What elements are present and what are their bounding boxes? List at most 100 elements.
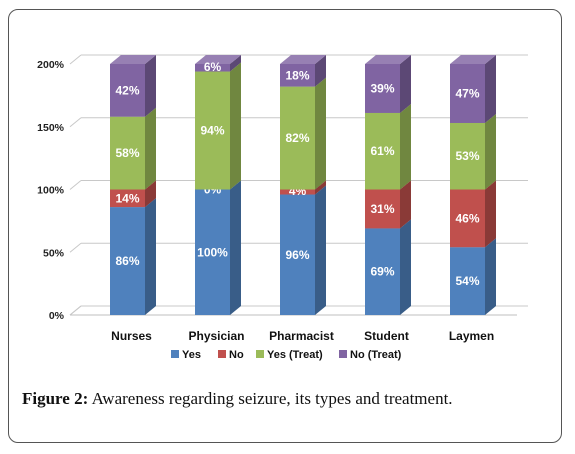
caption-text: Awareness regarding seizure, its types a… bbox=[88, 389, 453, 408]
x-tick-label: Student bbox=[364, 329, 409, 343]
gridline-side bbox=[69, 117, 82, 128]
legend-label: Yes (Treat) bbox=[267, 349, 323, 361]
bar-stack-student: 69% 31% 61% 39% bbox=[365, 55, 411, 315]
bar-segment-side bbox=[315, 185, 326, 315]
figure-caption: Figure 2: Awareness regarding seizure, i… bbox=[22, 389, 552, 409]
y-tick-label: 100% bbox=[37, 185, 65, 197]
gridline-side bbox=[69, 180, 82, 190]
x-tick-label: Physician bbox=[188, 329, 244, 343]
bar-segment-side bbox=[400, 103, 411, 190]
data-label: 58% bbox=[115, 146, 139, 160]
bar-segment bbox=[280, 64, 315, 87]
gridline-side bbox=[69, 54, 82, 65]
bars: 86%14%58%42%100%0%94%6%96%4%82%18%69%31%… bbox=[110, 55, 496, 315]
y-tick-label: 50% bbox=[43, 247, 65, 259]
data-label: 46% bbox=[455, 211, 479, 225]
bar-segment bbox=[280, 194, 315, 315]
y-tick-label: 200% bbox=[37, 59, 65, 71]
bar-segment-side bbox=[145, 107, 156, 190]
bar-segment bbox=[450, 122, 485, 190]
bar-segment bbox=[280, 86, 315, 190]
y-axis-ticks: 0% 50% 100% 150% 200% bbox=[37, 59, 65, 322]
bar-segment-side bbox=[145, 180, 156, 208]
bar-segment-side bbox=[485, 238, 496, 315]
bar-segment-side bbox=[230, 180, 241, 315]
bar-segment-side bbox=[400, 219, 411, 315]
legend: Yes No Yes (Treat) No (Treat) bbox=[171, 349, 402, 361]
data-label: 42% bbox=[115, 83, 139, 97]
bar-segment-top bbox=[195, 55, 241, 64]
data-label: 47% bbox=[455, 86, 479, 100]
bar-segment-side bbox=[485, 55, 496, 123]
data-label: 18% bbox=[285, 68, 309, 82]
data-label: 94% bbox=[200, 124, 224, 138]
bar-segment-top bbox=[450, 55, 496, 64]
legend-item: No (Treat) bbox=[339, 349, 402, 361]
bar-segment-side bbox=[145, 55, 156, 117]
bar-segment bbox=[280, 189, 315, 195]
data-label: 82% bbox=[285, 131, 309, 145]
bar-stack-laymen: 54% 46% 53% 47% bbox=[450, 55, 496, 315]
bar-stack-physician: 100%0%94%6% bbox=[195, 55, 241, 315]
bar-segment-side bbox=[315, 55, 326, 87]
bar-segment-top bbox=[365, 55, 411, 64]
data-label: 69% bbox=[370, 265, 394, 279]
legend-swatch bbox=[218, 350, 226, 358]
gridline-side bbox=[69, 305, 82, 316]
bar-stack-nurses: 86% 14% 58% 42% bbox=[110, 55, 156, 315]
bar-segment-side bbox=[315, 77, 326, 190]
y-tick-label: 0% bbox=[49, 310, 65, 322]
data-label: 31% bbox=[370, 202, 394, 216]
bar-segment-side bbox=[230, 55, 241, 72]
bar-segment-side bbox=[230, 62, 241, 190]
legend-item: Yes (Treat) bbox=[256, 349, 323, 361]
bar-segment bbox=[365, 112, 400, 190]
bar-segment bbox=[110, 189, 145, 208]
legend-item: No bbox=[218, 349, 244, 361]
bar-segment bbox=[450, 189, 485, 248]
legend-swatch bbox=[171, 350, 179, 358]
data-label: 100% bbox=[197, 245, 228, 259]
data-label: 14% bbox=[115, 191, 139, 205]
y-tick-label: 150% bbox=[37, 122, 65, 134]
data-label: 39% bbox=[370, 81, 394, 95]
legend-swatch bbox=[339, 350, 347, 358]
x-tick-label: Pharmacist bbox=[269, 329, 334, 343]
bar-segment bbox=[195, 64, 230, 72]
bar-segment-side bbox=[400, 180, 411, 229]
x-axis-labels: Nurses Physician Pharmacist Student Laymen bbox=[111, 329, 494, 343]
bar-segment bbox=[365, 64, 400, 113]
bar-segment bbox=[450, 64, 485, 123]
bar-segment-side bbox=[145, 198, 156, 315]
gridline-side bbox=[69, 242, 82, 253]
bar-segment-top bbox=[110, 55, 156, 64]
bar-segment bbox=[110, 207, 145, 315]
bar-segment bbox=[195, 71, 230, 190]
x-tick-label: Laymen bbox=[449, 329, 494, 343]
bar-segment bbox=[450, 247, 485, 315]
bar-segment-top bbox=[280, 55, 326, 64]
bar-segment-side bbox=[485, 180, 496, 248]
bar-segment bbox=[365, 228, 400, 315]
legend-item: Yes bbox=[171, 349, 201, 361]
data-label: 6% bbox=[204, 60, 222, 74]
x-tick-label: Nurses bbox=[111, 329, 152, 343]
bar-segment bbox=[110, 64, 145, 117]
legend-label: Yes bbox=[182, 349, 201, 361]
stacked-bar-chart: 0% 50% 100% 150% 200% 86% 14% 58% 42% 100% 0% 94% 6… bbox=[37, 54, 528, 361]
bar-segment-side bbox=[400, 55, 411, 113]
bar-segment bbox=[110, 116, 145, 190]
bar-segment bbox=[365, 189, 400, 229]
data-label: 53% bbox=[455, 149, 479, 163]
legend-label: No (Treat) bbox=[350, 349, 402, 361]
data-label: 96% bbox=[285, 248, 309, 262]
caption-label: Figure 2: bbox=[22, 389, 89, 408]
bar-stack-pharmacist: 96%4%82%18% bbox=[280, 55, 326, 315]
bar-segment bbox=[195, 189, 230, 315]
data-label: 61% bbox=[370, 144, 394, 158]
data-label: 54% bbox=[455, 274, 479, 288]
data-label: 86% bbox=[115, 254, 139, 268]
bar-segment-side bbox=[315, 180, 326, 195]
bar-segment-side bbox=[485, 113, 496, 190]
legend-label: No bbox=[229, 349, 244, 361]
